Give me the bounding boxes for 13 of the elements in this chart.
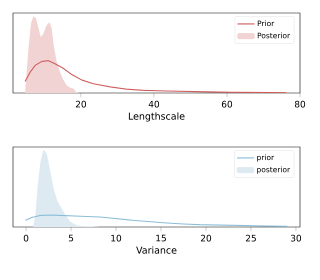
x-tick-label: 25 xyxy=(246,234,256,242)
x-tick-label: 0 xyxy=(24,234,28,242)
x-tick-label: 60 xyxy=(222,100,232,108)
x-axis-title: Lengthscale xyxy=(128,112,185,122)
x-tick-label: 10 xyxy=(111,234,122,242)
x-tick-label: 30 xyxy=(290,234,302,242)
x-tick-label: 20 xyxy=(76,100,86,108)
x-tick-label: 40 xyxy=(148,100,160,108)
x-tick-label: 20 xyxy=(200,234,212,242)
x-tick-label: 5 xyxy=(68,234,74,242)
x-tick-label: 80 xyxy=(294,100,306,108)
x-axis-title: Variance xyxy=(136,246,176,254)
x-tick-label: 15 xyxy=(156,234,166,242)
